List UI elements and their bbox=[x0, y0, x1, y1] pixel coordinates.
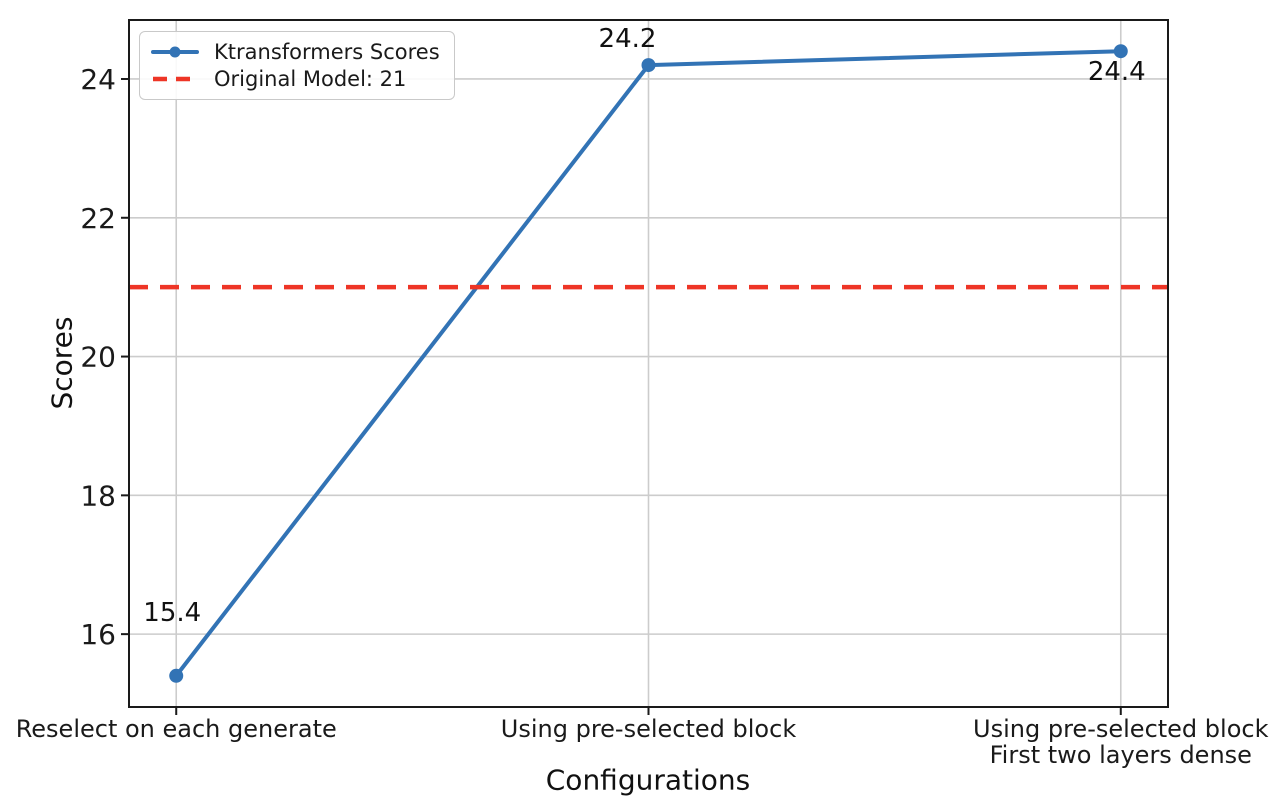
y-axis-title: Scores bbox=[45, 316, 79, 410]
point-annotations: 15.4 24.2 24.4 bbox=[143, 24, 1145, 628]
data-point-marker bbox=[641, 58, 656, 73]
legend-item-original-model: Original Model: 21 bbox=[151, 67, 440, 91]
legend-label-series: Ktransformers Scores bbox=[214, 40, 440, 64]
data-point-label: 15.4 bbox=[143, 598, 201, 628]
data-point-label: 24.2 bbox=[599, 24, 657, 54]
x-tick-label: Reselect on each generate bbox=[16, 715, 337, 743]
series-ktransformers-scores bbox=[169, 44, 1128, 683]
y-tick-label: 16 bbox=[80, 618, 116, 651]
x-tick-labels: Reselect on each generate Using pre-selec… bbox=[16, 715, 1269, 769]
legend-item-ktransformers-scores: Ktransformers Scores bbox=[151, 40, 440, 64]
y-tick-label: 20 bbox=[80, 341, 116, 374]
legend-solid-line-marker-icon bbox=[151, 46, 199, 58]
x-tick-label: Using pre-selected block bbox=[973, 715, 1269, 743]
y-tick-labels: 16 18 20 22 24 bbox=[80, 63, 116, 651]
data-point-label: 24.4 bbox=[1088, 57, 1146, 87]
x-axis-title: Configurations bbox=[545, 763, 751, 797]
legend: Ktransformers Scores Original Model: 21 bbox=[139, 31, 455, 100]
y-tick-label: 24 bbox=[80, 63, 116, 96]
x-tick-label: Using pre-selected block bbox=[501, 715, 797, 743]
data-point-marker bbox=[1113, 44, 1128, 59]
tick-marks bbox=[121, 77, 1122, 715]
y-tick-label: 22 bbox=[80, 202, 116, 235]
legend-label-baseline: Original Model: 21 bbox=[214, 67, 407, 91]
x-tick-label: First two layers dense bbox=[990, 741, 1252, 769]
y-tick-label: 18 bbox=[80, 479, 116, 512]
data-point-marker bbox=[169, 668, 184, 683]
gridlines bbox=[129, 20, 1168, 707]
legend-dashed-line-icon bbox=[153, 76, 197, 82]
